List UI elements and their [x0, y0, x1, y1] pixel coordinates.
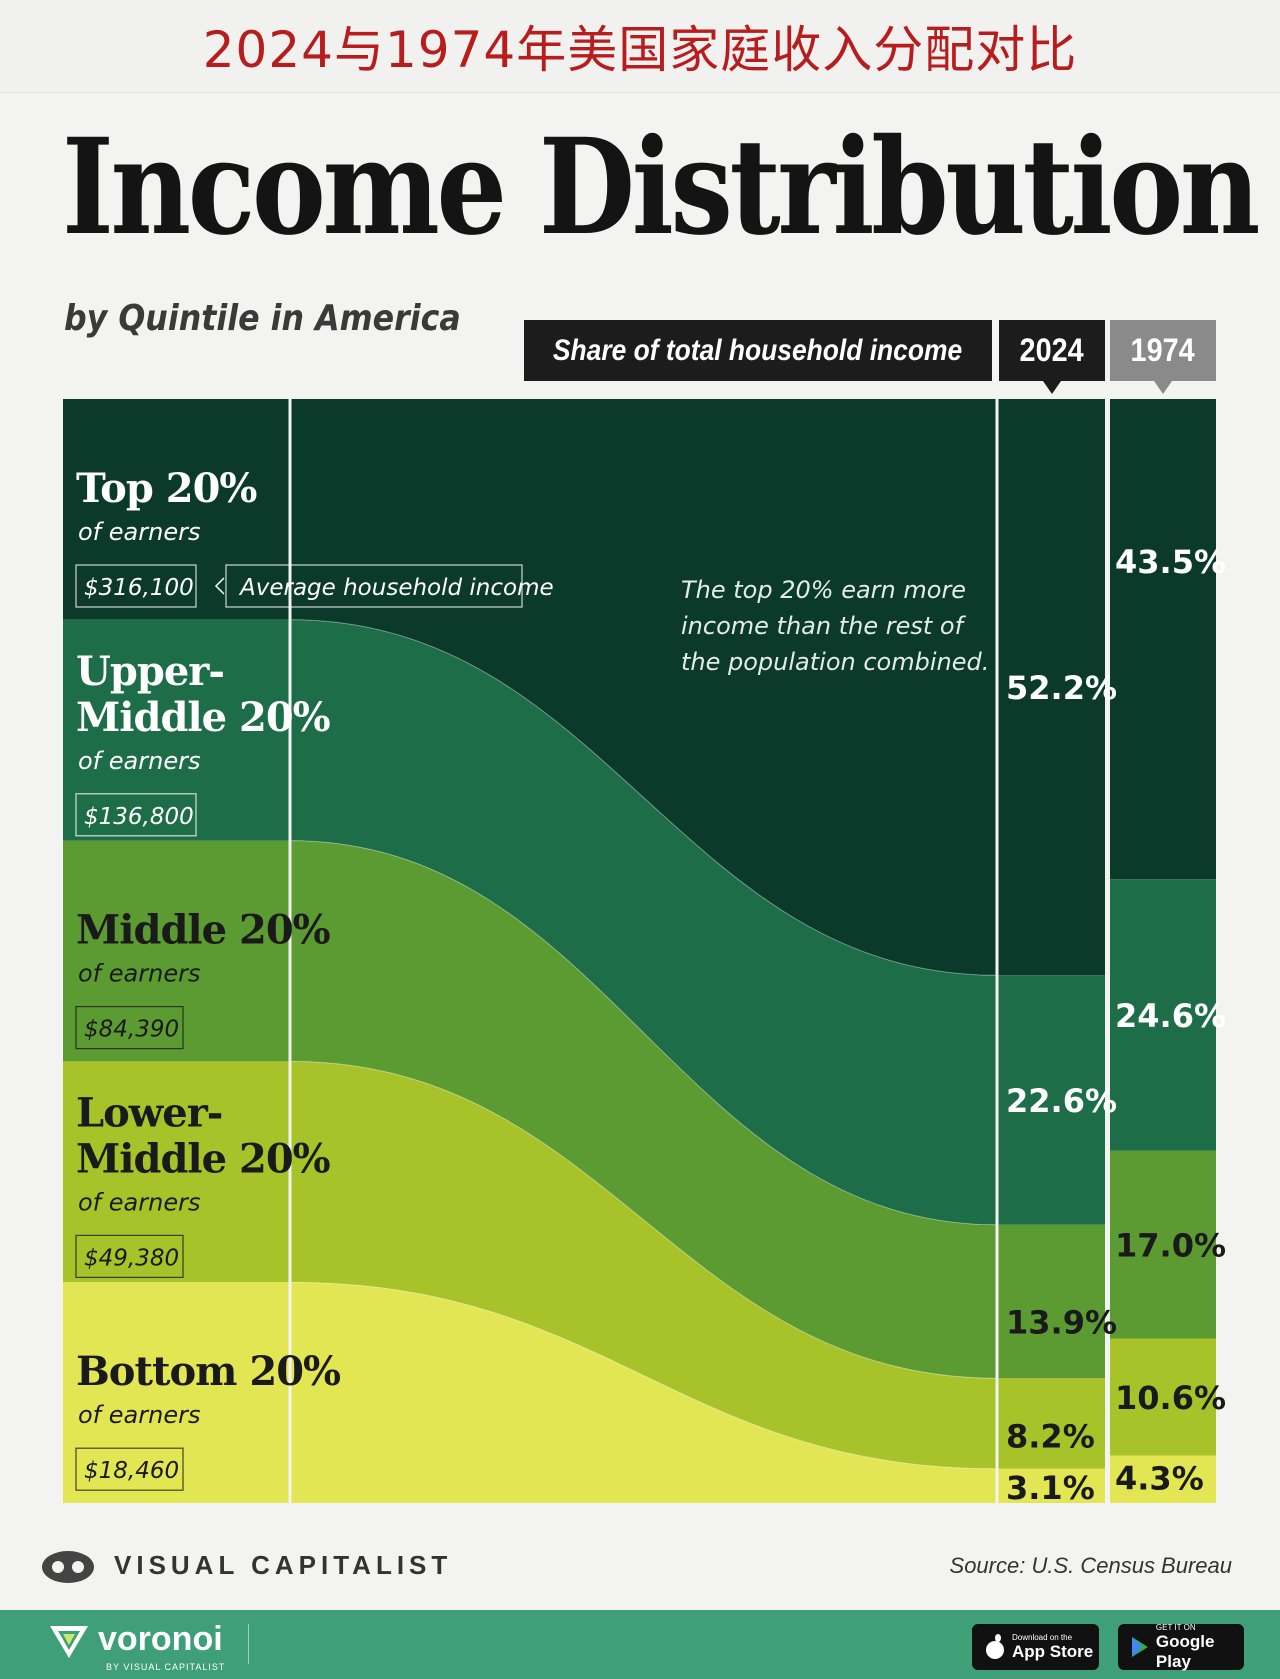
banner-title: 2024与1974年美国家庭收入分配对比	[202, 21, 1078, 79]
avg-income-box	[75, 564, 197, 608]
quintile-band	[63, 840, 1105, 1379]
google-play-small: GET IT ON	[1155, 1622, 1196, 1632]
avg-income-callout-box	[225, 564, 523, 608]
brand-name: VISUAL CAPITALIST	[114, 1549, 453, 1580]
avg-income-value: $49,380	[84, 1245, 179, 1271]
top-earners-note: The top 20% earn more	[681, 576, 966, 604]
band-divider	[289, 619, 998, 976]
callout-arrow-icon	[214, 577, 225, 595]
avg-income-value: $84,390	[84, 1017, 179, 1043]
band-divider	[289, 840, 998, 1226]
pct-label-2024: 52.2%	[1006, 669, 1117, 707]
voronoi-logo-icon	[50, 1626, 88, 1658]
quintile-band	[63, 619, 1105, 1225]
avg-income-value: $136,800	[84, 804, 194, 830]
google-play-text: GET IT ON Google Play	[1156, 1623, 1244, 1672]
quintile-name: Middle 20%	[76, 694, 331, 741]
bar-1974	[1110, 1455, 1216, 1503]
pct-label-2024: 13.9%	[1006, 1304, 1117, 1342]
top-earners-note: the population combined.	[681, 648, 989, 676]
band-divider	[289, 1060, 998, 1379]
footer-divider	[248, 1624, 249, 1664]
pct-label-1974: 17.0%	[1115, 1227, 1226, 1265]
top-banner: 2024与1974年美国家庭收入分配对比	[0, 0, 1280, 93]
bar-1974	[1110, 1150, 1216, 1339]
year-2024-label: 2024	[1019, 332, 1085, 368]
bar-1974	[1110, 399, 1216, 880]
voronoi-brand[interactable]: voronoi BY VISUAL CAPITALIST	[48, 1620, 224, 1672]
google-play-icon	[1132, 1637, 1148, 1657]
share-header-label: Share of total household income	[553, 333, 963, 367]
avg-income-box	[75, 1005, 184, 1050]
pct-label-1974: 24.6%	[1115, 997, 1226, 1035]
quintile-subtitle: of earners	[78, 1188, 200, 1216]
avg-income-value: $18,460	[84, 1458, 179, 1484]
pct-label-2024: 22.6%	[1006, 1082, 1117, 1120]
year-1974-pointer	[1154, 381, 1172, 394]
share-of-income-header: Share of total household income	[524, 320, 992, 381]
avg-income-box	[75, 793, 197, 837]
quintile-band	[63, 1061, 1105, 1469]
avg-income-box	[75, 1234, 184, 1279]
app-store-text: Download on the App Store	[1012, 1633, 1093, 1662]
quintile-subtitle: of earners	[78, 518, 200, 546]
quintile-band	[63, 1282, 1105, 1503]
quintile-name: Middle 20%	[76, 1135, 331, 1182]
year-1974-label: 1974	[1130, 332, 1196, 368]
quintile-subtitle: of earners	[78, 747, 200, 775]
quintile-subtitle: of earners	[78, 960, 200, 988]
avg-income-callout: Average household income	[238, 575, 554, 601]
quintile-subtitle: of earners	[78, 1401, 200, 1429]
band-divider	[289, 1281, 998, 1470]
pct-label-2024: 8.2%	[1006, 1418, 1095, 1456]
year-2024-header: 2024	[999, 320, 1105, 381]
app-store-big: App Store	[1012, 1641, 1094, 1661]
quintile-name: Middle 20%	[76, 907, 331, 954]
chart-title: Income Distribution	[62, 110, 1260, 265]
bar-1974	[1110, 1338, 1216, 1456]
quintile-band	[63, 399, 1105, 976]
app-store-button[interactable]: Download on the App Store	[972, 1624, 1099, 1670]
quintile-name: Top 20%	[76, 465, 257, 512]
google-play-button[interactable]: GET IT ON Google Play	[1118, 1623, 1244, 1672]
voronoi-name: voronoi	[98, 1620, 223, 1658]
app-store-small: Download on the	[1012, 1632, 1073, 1642]
pct-label-1974: 43.5%	[1115, 543, 1226, 581]
apple-icon	[986, 1634, 1004, 1659]
year-1974-header: 1974	[1110, 320, 1216, 381]
pct-label-1974: 4.3%	[1115, 1459, 1204, 1497]
visual-capitalist-brand: VISUAL CAPITALIST	[40, 1545, 452, 1585]
app-footer: voronoi BY VISUAL CAPITALIST Download on…	[0, 1610, 1280, 1679]
quintile-name: Lower-	[76, 1089, 222, 1136]
chart-subtitle: by Quintile in America	[64, 298, 461, 339]
pct-label-2024: 3.1%	[1006, 1469, 1095, 1507]
avg-income-value: $316,100	[84, 575, 194, 601]
year-2024-pointer	[1043, 381, 1061, 394]
top-earners-note: income than the rest of	[681, 612, 967, 640]
quintile-name: Bottom 20%	[76, 1348, 341, 1395]
source-note: Source: U.S. Census Bureau	[949, 1553, 1232, 1578]
voronoi-sub: BY VISUAL CAPITALIST	[106, 1662, 226, 1672]
google-play-big: Google Play	[1155, 1631, 1215, 1671]
visual-capitalist-logo-icon	[42, 1551, 94, 1583]
avg-income-box	[75, 1447, 184, 1491]
bar-1974	[1110, 879, 1216, 1151]
quintile-name: Upper-	[76, 648, 224, 695]
pct-label-1974: 10.6%	[1115, 1379, 1226, 1417]
